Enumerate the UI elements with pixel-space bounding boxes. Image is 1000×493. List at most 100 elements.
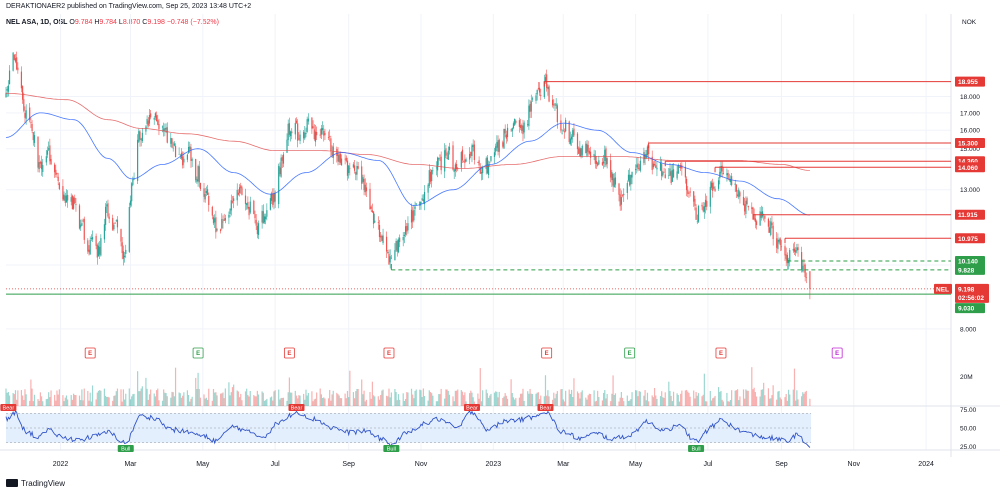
- candle-body: [286, 139, 288, 153]
- candle-body: [644, 154, 646, 160]
- candle-body: [362, 177, 364, 182]
- volume-bar: [796, 390, 798, 406]
- volume-bar: [114, 395, 116, 406]
- candle-body: [703, 206, 705, 212]
- rsi-tick-label: 75.00: [960, 407, 977, 414]
- candle-body: [145, 126, 147, 132]
- volume-bar: [31, 388, 33, 406]
- candle-body: [8, 70, 11, 85]
- candle-body: [100, 238, 102, 256]
- candle-body: [402, 237, 404, 241]
- volume-bar: [568, 389, 570, 406]
- candle-down: [298, 132, 300, 141]
- volume-bar: [612, 375, 614, 406]
- candle-body: [719, 171, 721, 179]
- volume-bar: [747, 390, 749, 406]
- candle-down: [515, 119, 517, 125]
- candle-body: [432, 170, 434, 172]
- candle-down: [291, 128, 293, 140]
- volume-bar: [402, 393, 404, 406]
- candle-down: [445, 144, 447, 159]
- candle-up: [205, 186, 207, 197]
- volume-bar: [776, 399, 778, 406]
- candle-down: [67, 190, 69, 208]
- candle-body: [652, 163, 654, 168]
- candle-body: [561, 132, 563, 134]
- candle-body: [312, 126, 314, 129]
- volume-bar: [199, 397, 202, 406]
- volume-bar: [472, 397, 474, 406]
- volume-bar: [8, 395, 11, 406]
- candle-body: [529, 103, 531, 112]
- volume-bar: [461, 391, 464, 406]
- earnings-marker[interactable]: E: [715, 347, 727, 359]
- candle-up: [128, 202, 130, 253]
- volume-bar: [352, 392, 355, 406]
- volume-bar: [170, 397, 172, 406]
- candle-body: [6, 89, 8, 91]
- candle-body: [273, 192, 275, 203]
- candle-up: [703, 202, 705, 219]
- candle-body: [789, 250, 791, 261]
- volume-bar: [203, 394, 205, 406]
- candle-body: [780, 246, 783, 248]
- support-tag: 9.030: [955, 303, 985, 314]
- candle-body: [97, 245, 100, 256]
- volume-bar: [63, 401, 65, 406]
- rsi-badge-text: Bear: [540, 405, 552, 411]
- volume-bar: [471, 392, 473, 406]
- volume-bar: [233, 384, 235, 406]
- volume-bar: [131, 396, 133, 406]
- candle-down: [17, 62, 19, 74]
- candle-up: [5, 87, 7, 98]
- volume-bar: [178, 392, 180, 406]
- volume-bar: [196, 389, 198, 406]
- volume-bar: [362, 394, 364, 406]
- symbol-info[interactable]: NEL ASA, 1D, OSL: [6, 19, 68, 26]
- candle-up: [38, 155, 40, 173]
- candle-up: [789, 247, 791, 267]
- earnings-marker[interactable]: E: [541, 347, 553, 359]
- candle-up: [265, 213, 267, 225]
- candle-down: [78, 203, 81, 230]
- candle-body: [589, 151, 592, 158]
- candle-body: [182, 156, 184, 166]
- candle-up: [278, 163, 280, 209]
- volume-bar: [721, 399, 723, 406]
- earnings-marker[interactable]: E: [283, 347, 295, 359]
- earnings-marker[interactable]: E: [192, 347, 204, 359]
- candle-down: [519, 118, 522, 131]
- earnings-marker[interactable]: E: [383, 347, 395, 359]
- candle-body: [636, 164, 638, 168]
- candle-body: [796, 247, 798, 251]
- candle-body: [280, 157, 282, 177]
- volume-bar: [211, 400, 213, 406]
- earnings-marker[interactable]: E: [84, 347, 96, 359]
- earnings-marker[interactable]: E: [624, 347, 636, 359]
- volume-bar: [645, 400, 647, 406]
- volume-bar: [477, 393, 479, 406]
- candle-body: [495, 146, 497, 152]
- candle-body: [237, 192, 239, 195]
- earnings-marker[interactable]: E: [831, 347, 843, 359]
- candle-body: [498, 139, 500, 152]
- volume-bar: [305, 389, 307, 406]
- volume-bar: [597, 390, 599, 406]
- candle-body: [670, 171, 672, 184]
- candle-body: [420, 201, 422, 205]
- chart-area[interactable]: NOK8.00010.00013.00015.00016.00017.00018…: [0, 0, 1000, 476]
- volume-bar: [746, 390, 748, 406]
- volume-bar: [687, 391, 689, 406]
- candle-body: [729, 178, 732, 183]
- candle-down: [663, 167, 665, 174]
- candle-body: [62, 186, 64, 200]
- volume-bar: [349, 370, 351, 406]
- volume-bar: [722, 401, 724, 406]
- candle-body: [614, 177, 617, 185]
- candle-up: [387, 249, 389, 254]
- candle-down: [612, 173, 614, 192]
- candle-body: [648, 145, 650, 155]
- volume-bar: [158, 400, 160, 406]
- volume-bar: [319, 388, 321, 406]
- candle-down: [712, 178, 714, 198]
